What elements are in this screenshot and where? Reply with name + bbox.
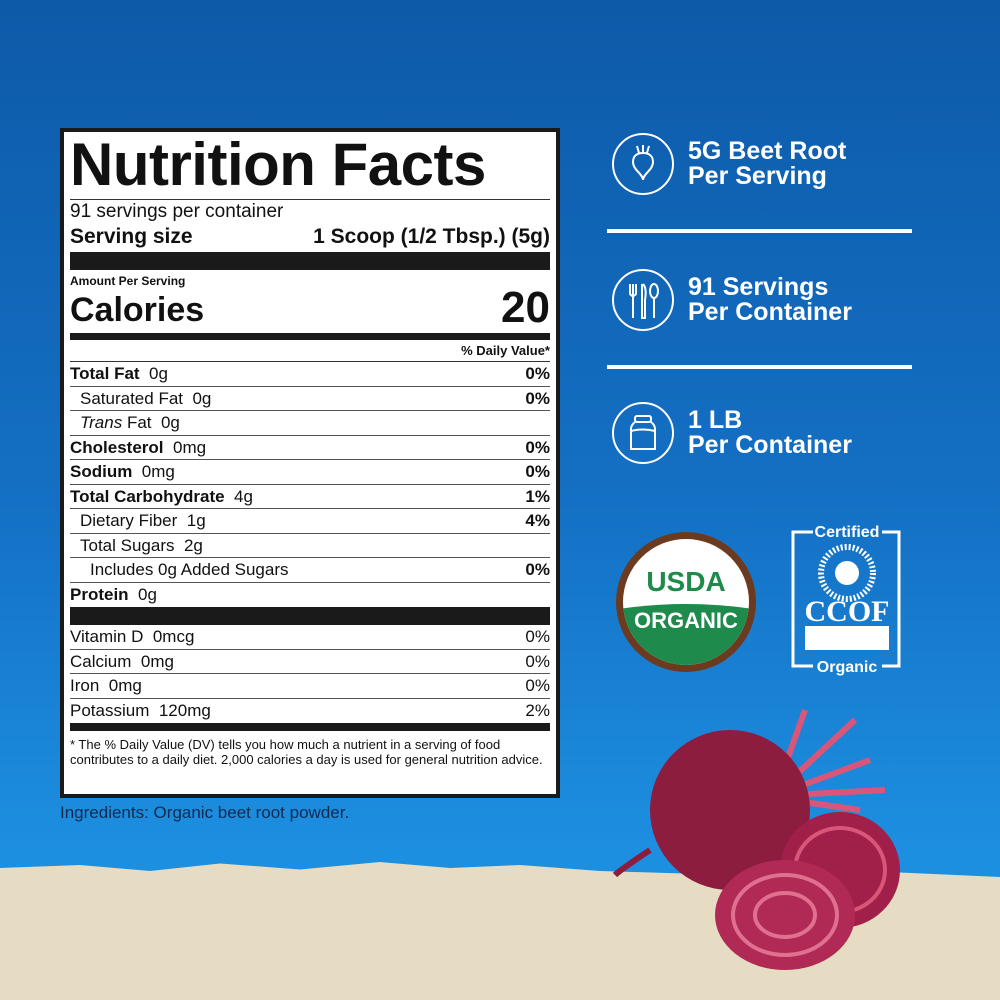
feature-servings: 91 Servings Per Container	[612, 269, 852, 331]
feature-line1: 91 Servings	[688, 273, 829, 301]
usda-organic-seal: USDA ORGANIC	[616, 532, 756, 672]
vitamin-name: Calcium	[70, 651, 132, 671]
nutrient-amount: 1g	[186, 511, 206, 530]
nutrient-amount: 2g	[183, 535, 203, 555]
nutrient-name: Cholesterol	[70, 437, 164, 457]
calories-row: Calories 20	[70, 283, 550, 332]
vitamin-name: Potassium	[70, 700, 150, 720]
servings-per-container: 91 servings per container	[70, 201, 284, 222]
nutrient-amount: 0g	[192, 388, 212, 408]
calories-label: Calories	[70, 291, 205, 329]
nutrition-facts-label: Nutrition Facts 91 servings per containe…	[60, 128, 560, 798]
thick-divider	[70, 607, 550, 625]
usda-text: USDA	[646, 566, 725, 597]
nutrient-name-suffix: Fat	[126, 413, 152, 432]
nutrient-name: Dietary Fiber	[80, 511, 178, 530]
label-title: Nutrition Facts	[70, 132, 550, 200]
nutrient-dv: 4%	[525, 511, 550, 530]
nutrient-row: Trans Fat 0g	[70, 411, 550, 436]
feature-beet-root: 5G Beet Root Per Serving	[612, 133, 846, 195]
jar-icon	[612, 402, 674, 464]
nutrient-name: Total Sugars	[80, 535, 175, 555]
ccof-text: CCOF	[805, 595, 890, 628]
vitamin-dv: 0%	[525, 627, 550, 646]
vitamin-row: Calcium 0mg 0%	[70, 650, 550, 674]
nutrient-name: Includes 0g Added Sugars	[90, 560, 289, 579]
nutrient-name: Total Carbohydrate	[70, 486, 225, 506]
nutrient-row: Total Carbohydrate 4g 1%	[70, 485, 550, 509]
nutrient-row: Total Sugars 2g	[70, 534, 550, 558]
feature-line1: 1 LB	[688, 406, 743, 434]
nutrient-dv: 0%	[525, 437, 550, 457]
feature-line2: Per Serving	[688, 162, 827, 190]
vitamin-row: Vitamin D 0mcg 0%	[70, 625, 550, 650]
medium-divider	[70, 723, 550, 731]
nutrient-row: Saturated Fat 0g 0%	[70, 387, 550, 411]
sunflower-icon	[818, 544, 876, 602]
vitamin-amount: 0mg	[140, 651, 174, 671]
feature-line2: Per Container	[688, 298, 852, 326]
thick-divider	[70, 252, 550, 270]
ingredients: Ingredients: Organic beet root powder.	[60, 803, 350, 822]
nutrient-row: Cholesterol 0mg 0%	[70, 436, 550, 460]
ccof-organic-text: Organic	[817, 659, 878, 676]
nutrient-name: Saturated Fat	[80, 388, 184, 408]
amount-per-serving: Amount Per Serving	[70, 274, 186, 288]
nutrient-amount: 0g	[149, 364, 168, 383]
nutrient-name: Trans	[80, 413, 123, 432]
vitamin-name: Iron	[70, 676, 100, 695]
nutrient-dv: 1%	[525, 486, 550, 506]
divider	[607, 365, 912, 369]
organic-text: ORGANIC	[634, 608, 738, 633]
vitamin-amount: 120mg	[158, 700, 211, 720]
beet-icon	[612, 133, 674, 195]
vitamin-amount: 0mg	[108, 676, 142, 695]
nutrient-amount: 0g	[160, 413, 180, 432]
beet-illustration	[612, 708, 900, 970]
nutrient-name: Total Fat	[70, 364, 140, 383]
nutrient-row: Dietary Fiber 1g 4%	[70, 509, 550, 534]
ccof-certified-text: Certified	[815, 524, 880, 541]
nutrient-dv: 0%	[525, 388, 550, 408]
feature-line1: 5G Beet Root	[688, 137, 847, 165]
medium-divider	[70, 333, 550, 340]
nutrient-amount: 0mg	[141, 462, 175, 481]
nutrient-dv: 0%	[525, 462, 550, 481]
nutrient-dv: 0%	[525, 364, 550, 383]
nutrient-row: Sodium 0mg 0%	[70, 460, 550, 485]
nutrient-row: Total Fat 0g 0%	[70, 362, 550, 387]
divider	[607, 229, 912, 233]
vitamin-amount: 0mcg	[152, 627, 195, 646]
feature-weight: 1 LB Per Container	[612, 402, 852, 464]
vitamin-dv: 0%	[525, 676, 550, 695]
daily-value-header: % Daily Value*	[70, 340, 550, 362]
serving-size: Serving size 1 Scoop (1/2 Tbsp.) (5g)	[70, 224, 550, 250]
vitamin-dv: 0%	[525, 651, 550, 671]
nutrient-row: Includes 0g Added Sugars 0%	[70, 558, 550, 583]
vitamin-row: Potassium 120mg 2%	[70, 699, 550, 724]
nutrient-amount: 0g	[138, 584, 157, 604]
nutrient-name: Sodium	[70, 462, 133, 481]
footnote: * The % Daily Value (DV) tells you how m…	[70, 737, 543, 767]
nutrient-dv: 0%	[525, 560, 550, 579]
vitamin-name: Vitamin D	[70, 627, 144, 646]
nutrient-amount: 0mg	[172, 437, 207, 457]
vitamin-dv: 2%	[525, 700, 550, 720]
vitamin-row: Iron 0mg 0%	[70, 674, 550, 699]
ccof-certified-logo: Certified CCOF Organic	[791, 524, 901, 676]
serving-size-value: 1 Scoop (1/2 Tbsp.) (5g)	[313, 225, 550, 248]
cutlery-icon	[612, 269, 674, 331]
nutrient-row: Protein 0g	[70, 583, 550, 608]
nutrient-name: Protein	[70, 584, 129, 604]
serving-size-label: Serving size	[70, 225, 193, 248]
feature-line2: Per Container	[688, 431, 852, 459]
nutrient-amount: 4g	[234, 486, 253, 506]
calories-value: 20	[501, 283, 550, 332]
